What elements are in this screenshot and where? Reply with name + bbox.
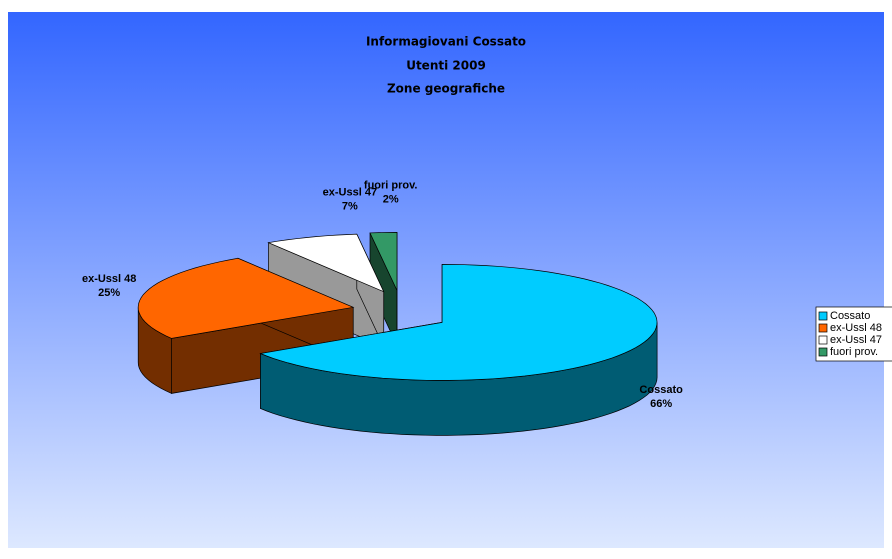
- slice: [259, 264, 658, 381]
- data-label: ex-Ussl 48: [82, 273, 136, 285]
- data-label: 66%: [650, 398, 672, 410]
- slice: [369, 232, 398, 291]
- slice: [267, 233, 385, 293]
- data-label: 7%: [342, 200, 358, 212]
- data-label: fuori prov.: [364, 180, 418, 192]
- legend-swatch: [818, 323, 828, 333]
- chart-title: Informagiovani Cossato: [366, 35, 526, 49]
- data-label: 2%: [383, 194, 399, 206]
- slice: [267, 233, 385, 348]
- legend-label: Cossato: [830, 310, 870, 322]
- data-label: 25%: [98, 287, 120, 299]
- chart-subtitle: Zone geografiche: [387, 82, 505, 96]
- legend-label: ex-Ussl 48: [830, 322, 882, 334]
- slice: [137, 257, 355, 394]
- legend-swatch: [818, 311, 828, 321]
- slice: [137, 257, 355, 339]
- legend-box: [815, 306, 892, 362]
- legend-label: ex-Ussl 47: [830, 334, 882, 346]
- data-label: ex-Ussl 47: [323, 186, 377, 198]
- slice: [259, 264, 658, 436]
- data-label: Cossato: [639, 384, 683, 396]
- chart-subtitle: Utenti 2009: [406, 59, 486, 73]
- legend-label: fuori prov.: [830, 346, 878, 358]
- legend-swatch: [818, 347, 828, 357]
- legend-swatch: [818, 335, 828, 345]
